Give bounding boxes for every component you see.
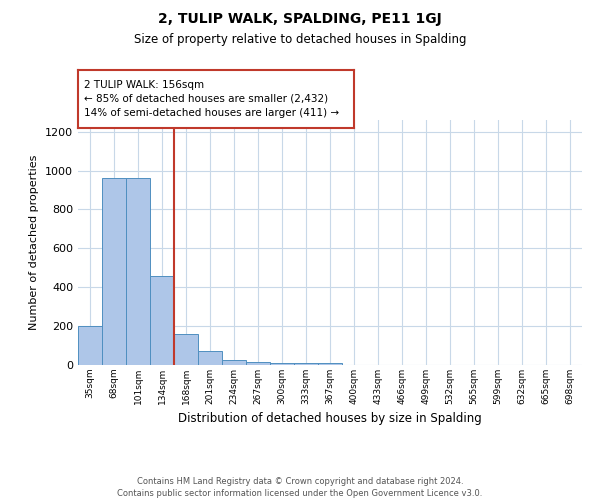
Bar <box>222 360 246 365</box>
Text: 2 TULIP WALK: 156sqm
← 85% of detached houses are smaller (2,432)
14% of semi-de: 2 TULIP WALK: 156sqm ← 85% of detached h… <box>83 80 338 118</box>
Text: Size of property relative to detached houses in Spalding: Size of property relative to detached ho… <box>134 32 466 46</box>
Bar <box>174 334 198 365</box>
Bar <box>126 178 150 365</box>
Text: 2, TULIP WALK, SPALDING, PE11 1GJ: 2, TULIP WALK, SPALDING, PE11 1GJ <box>158 12 442 26</box>
Bar <box>102 178 126 365</box>
Y-axis label: Number of detached properties: Number of detached properties <box>29 155 40 330</box>
Bar <box>78 326 102 365</box>
Bar <box>294 364 318 365</box>
Bar <box>150 276 174 365</box>
Bar <box>318 363 342 365</box>
Bar <box>270 363 294 365</box>
Bar <box>198 352 222 365</box>
X-axis label: Distribution of detached houses by size in Spalding: Distribution of detached houses by size … <box>178 412 482 426</box>
Text: Contains HM Land Registry data © Crown copyright and database right 2024.
Contai: Contains HM Land Registry data © Crown c… <box>118 476 482 498</box>
Bar <box>246 362 270 365</box>
